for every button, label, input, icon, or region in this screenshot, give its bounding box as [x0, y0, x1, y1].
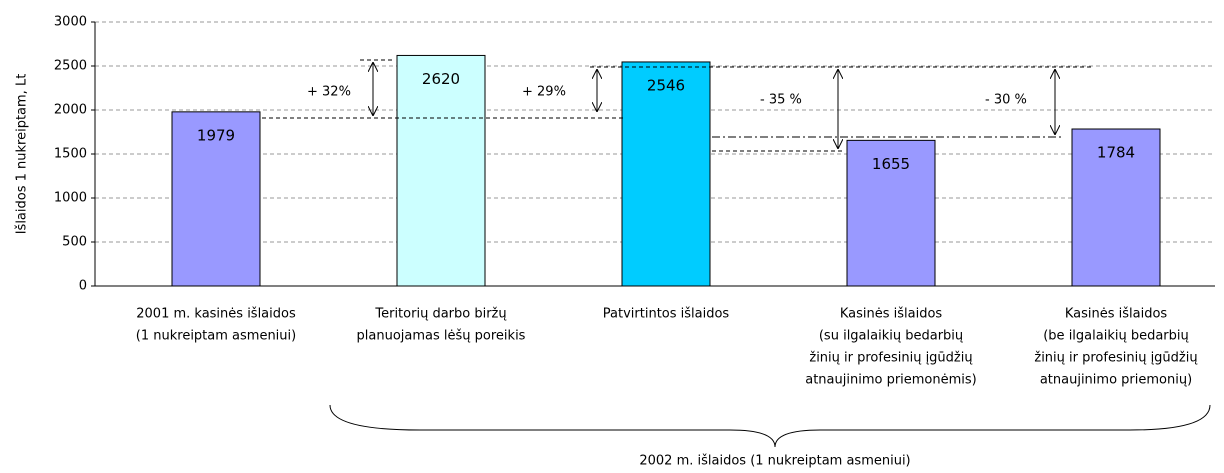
y-tick-label: 1000 — [54, 191, 87, 206]
data-label: 1979 — [197, 126, 235, 144]
data-label: 2546 — [647, 76, 685, 94]
data-label: 1655 — [872, 155, 910, 173]
y-tick-label: 1500 — [54, 147, 87, 162]
x-tick-label: (1 nukreiptam asmeniui) — [136, 329, 296, 344]
x-tick-label: atnaujinimo priemonėmis) — [805, 373, 977, 388]
group-label: 2002 m. išlaidos (1 nukreiptam asmeniui) — [639, 454, 910, 469]
y-tick-label: 2500 — [54, 59, 87, 74]
x-tick-label: atnaujinimo priemonių) — [1040, 373, 1192, 388]
x-tick-label: žinių ir profesinių įgūdžių — [809, 351, 972, 366]
x-tick-label: Kasinės išlaidos — [1065, 307, 1168, 322]
x-tick-label: planuojamas lėšų poreikis — [357, 329, 526, 344]
y-axis-label: Išlaidos 1 nukreiptam, Lt — [15, 74, 30, 235]
plot-area: 0 500 1000 1500 2000 2500 3000 2001 m. kasinės … — [54, 15, 1215, 388]
annotation: + 32% — [307, 85, 351, 100]
bar — [396, 54, 486, 287]
bar — [846, 139, 936, 287]
reference-lines — [262, 59, 1211, 448]
y-tick-label: 3000 — [54, 15, 87, 30]
x-tick-label: (be ilgalaikių bedarbių — [1043, 329, 1189, 344]
data-label: 1784 — [1097, 144, 1135, 162]
annotation: + 29% — [522, 85, 566, 100]
y-tick-label: 2000 — [54, 103, 87, 118]
x-tick-label: Kasinės išlaidos — [840, 307, 943, 322]
y-tick-label: 0 — [79, 279, 87, 294]
data-label: 2620 — [422, 70, 460, 88]
x-tick-label: žinių ir profesinių įgūdžių — [1034, 351, 1197, 366]
x-tick-label: Teritorių darbo biržų — [374, 307, 506, 322]
annotation: - 30 % — [985, 93, 1027, 108]
x-tick-label: (su ilgalaikių bedarbių — [819, 329, 963, 344]
bar — [621, 61, 711, 287]
x-tick-label: 2001 m. kasinės išlaidos — [136, 307, 296, 322]
annotation: - 35 % — [760, 93, 802, 108]
bar — [1071, 128, 1161, 287]
y-tick-label: 500 — [62, 235, 87, 250]
x-tick-label: Patvirtintos išlaidos — [603, 307, 730, 322]
bar — [171, 111, 261, 287]
